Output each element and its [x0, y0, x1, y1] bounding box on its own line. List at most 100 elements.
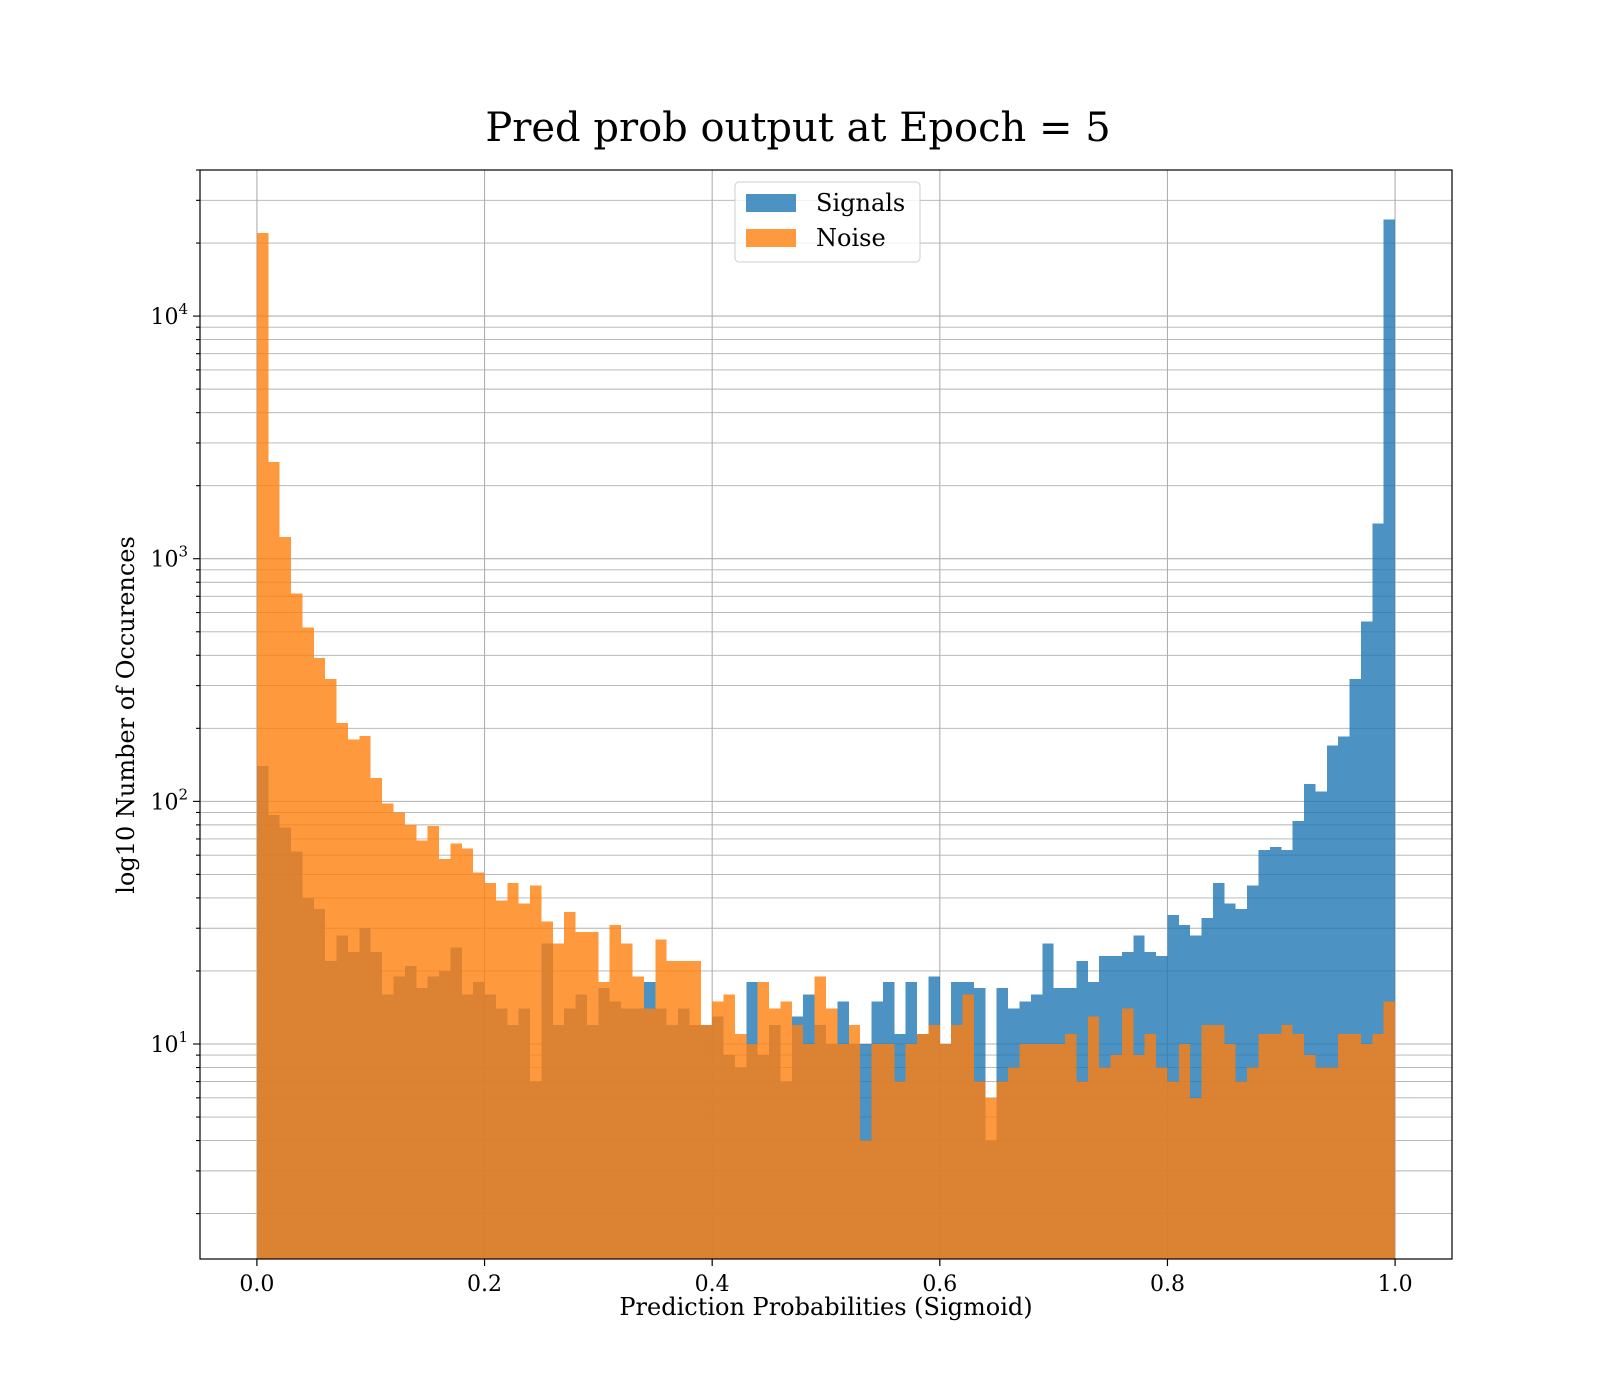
bar-noise [1167, 1081, 1179, 1259]
x-tick-label: 0.8 [1150, 1272, 1185, 1297]
bar-noise [1110, 1055, 1122, 1259]
bar-noise [1360, 1044, 1373, 1259]
bar-noise [416, 840, 428, 1259]
bar-noise [507, 883, 519, 1259]
bar-noise [1269, 1033, 1282, 1259]
legend-swatch-signals [746, 194, 796, 212]
bar-noise [1326, 1067, 1339, 1259]
bar-noise [1099, 1067, 1111, 1259]
bar-noise [700, 1024, 713, 1259]
bar-noise [313, 657, 326, 1259]
bar-noise [643, 1008, 656, 1259]
bar-noise [1144, 1033, 1157, 1259]
bar-noise [1042, 1044, 1054, 1259]
x-axis-label: Prediction Probabilities (Sigmoid) [619, 1293, 1032, 1321]
bar-noise [689, 960, 701, 1259]
bar-noise [1281, 1024, 1293, 1259]
bar-noise [291, 593, 303, 1259]
legend: Signals Noise [734, 181, 921, 263]
bar-noise [1315, 1067, 1327, 1259]
bar-noise [848, 1024, 861, 1259]
bar-noise [928, 1024, 940, 1259]
x-tick-label: 1.0 [1378, 1272, 1413, 1297]
bar-noise [780, 1001, 792, 1259]
bar-noise [1019, 1044, 1031, 1259]
bar-signals [1360, 621, 1373, 1259]
bar-signals [1190, 935, 1202, 1259]
bar-noise [473, 872, 485, 1259]
bar-signals [1383, 219, 1396, 1259]
bar-noise [1190, 1097, 1202, 1259]
y-tick-label: 103 [150, 543, 188, 573]
bar-noise [712, 1001, 724, 1259]
bar-noise [1008, 1067, 1020, 1259]
bar-noise [1087, 1016, 1100, 1259]
bar-noise [495, 900, 508, 1259]
x-tick-label: 0.4 [695, 1272, 730, 1297]
bar-noise [575, 931, 587, 1259]
bar-noise [586, 931, 599, 1259]
bar-noise [393, 812, 405, 1259]
bar-noise [552, 943, 565, 1259]
bar-noise [814, 976, 826, 1259]
bar-noise [484, 883, 496, 1259]
bar-noise [1178, 1044, 1191, 1259]
bar-noise [1076, 1081, 1088, 1259]
bar-signals [1326, 745, 1339, 1259]
bar-noise [939, 1044, 952, 1259]
bar-noise [336, 723, 348, 1259]
plot-frame [199, 169, 1453, 1260]
bar-noise [564, 911, 576, 1259]
bar-noise [734, 1033, 747, 1259]
x-tick-label: 0.0 [239, 1272, 274, 1297]
bar-noise [347, 739, 360, 1259]
bar-noise [655, 939, 667, 1259]
bar-noise [1235, 1081, 1248, 1259]
bar-noise [1349, 1033, 1361, 1259]
bar-noise [905, 1044, 918, 1259]
bar-signals [1315, 791, 1327, 1259]
bar-noise [1133, 1055, 1145, 1259]
bar-noise [632, 976, 644, 1259]
bar-noise [382, 803, 394, 1259]
bar-noise [666, 960, 679, 1259]
bar-noise [1065, 1033, 1077, 1259]
bar-noise [803, 1044, 815, 1259]
legend-label-noise: Noise [816, 224, 886, 252]
bar-noise [1247, 1067, 1259, 1259]
bar-noise [996, 1081, 1009, 1259]
bar-noise [541, 921, 553, 1259]
bar-noise [598, 982, 610, 1259]
bar-noise [359, 735, 371, 1259]
bar-noise [917, 1033, 929, 1259]
bar-signals [1304, 783, 1316, 1259]
bar-noise [621, 943, 633, 1259]
bar-noise [860, 1140, 872, 1259]
y-axis-label: log10 Number of Occurences [112, 536, 140, 894]
bar-noise [973, 1081, 986, 1259]
x-tick-label: 0.2 [467, 1272, 502, 1297]
bar-noise [723, 994, 735, 1259]
bar-noise [1121, 1008, 1134, 1259]
bar-noise [962, 994, 974, 1259]
bar-noise [826, 1008, 838, 1259]
bar-noise [871, 1044, 883, 1259]
bar-noise [302, 627, 314, 1259]
bar-noise [985, 1097, 997, 1259]
bar-noise [1304, 1055, 1316, 1259]
bar-noise [1383, 1001, 1396, 1259]
bar-signals [1372, 523, 1384, 1259]
bar-noise [279, 536, 292, 1259]
bar-noise [518, 903, 531, 1259]
chart-title: Pred prob output at Epoch = 5 [485, 105, 1110, 151]
bar-noise [256, 232, 269, 1260]
bar-noise [1053, 1044, 1066, 1259]
bar-noise [427, 826, 440, 1259]
bar-noise [439, 858, 451, 1259]
bar-noise [370, 777, 383, 1259]
y-tick-label: 104 [150, 300, 188, 330]
bar-noise [461, 848, 474, 1259]
legend-swatch-noise [746, 229, 796, 247]
